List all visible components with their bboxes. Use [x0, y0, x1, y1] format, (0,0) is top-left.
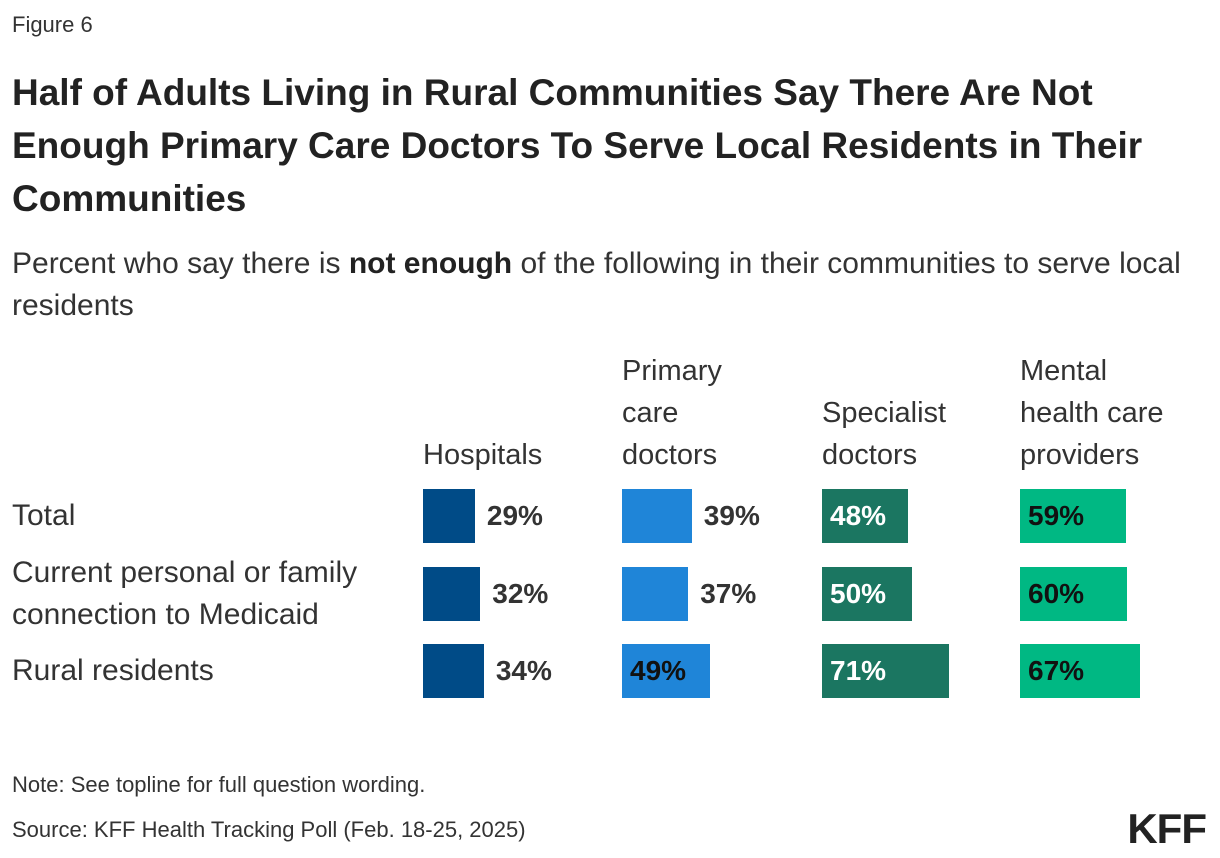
- data-label: 59%: [1028, 500, 1085, 531]
- bar: [822, 644, 950, 698]
- column-header-line: doctors: [822, 439, 918, 471]
- column-header-line: Mental: [1020, 355, 1108, 387]
- data-label: 67%: [1028, 655, 1085, 686]
- column-header-line: Hospitals: [423, 439, 543, 471]
- chart-source: Source: KFF Health Tracking Poll (Feb. 1…: [12, 817, 526, 842]
- bar: [423, 489, 475, 543]
- row-label-line: Rural residents: [12, 654, 214, 687]
- column-header-2: Specialist doctors: [822, 392, 1012, 476]
- column-header-line: health care: [1020, 397, 1164, 429]
- data-label: 48%: [830, 500, 887, 531]
- data-label: 32%: [492, 578, 549, 609]
- row-label-line: Current personal or family: [12, 556, 358, 589]
- bar: [622, 567, 689, 621]
- data-label: 29%: [486, 500, 543, 531]
- bar: [822, 489, 908, 543]
- row-label-1: Current personal or family connection to …: [12, 552, 412, 636]
- chart-subtitle: Percent who say there is not enough of t…: [12, 243, 1202, 327]
- subtitle-text-after: of the following in their communities to…: [12, 247, 1181, 322]
- row-label-line: connection to Medicaid: [12, 598, 319, 631]
- data-label: 39%: [703, 500, 760, 531]
- bar: [622, 489, 692, 543]
- column-header-line: providers: [1020, 439, 1140, 471]
- row-label-2: Rural residents: [12, 650, 412, 692]
- data-label: 71%: [830, 655, 887, 686]
- bar: [423, 644, 484, 698]
- row-label-0: Total: [12, 495, 412, 537]
- figure-label: Figure 6: [12, 12, 93, 37]
- data-label: 50%: [830, 578, 887, 609]
- column-header-line: Primary: [622, 355, 722, 387]
- data-label: 34%: [495, 655, 552, 686]
- chart-note: Note: See topline for full question word…: [12, 772, 426, 797]
- data-label: 37%: [700, 578, 757, 609]
- chart-title: Half of Adults Living in Rural Communiti…: [12, 72, 1143, 219]
- subtitle-text-before: Percent who say there is: [12, 247, 349, 280]
- bar: [1020, 567, 1128, 621]
- column-header-3: Mental health care providers: [1020, 350, 1210, 476]
- data-label: 49%: [630, 655, 687, 686]
- column-header-line: care: [622, 397, 679, 429]
- column-header-0: Hospitals: [423, 434, 613, 476]
- bar: [423, 567, 481, 621]
- bar: [1020, 489, 1126, 543]
- column-header-1: Primary care doctors: [622, 350, 812, 476]
- column-header-line: doctors: [622, 439, 718, 471]
- bar: [622, 644, 710, 698]
- row-label-line: Total: [12, 499, 76, 532]
- column-header-line: Specialist: [822, 397, 947, 429]
- data-label: 60%: [1028, 578, 1085, 609]
- subtitle-emphasis: not enough: [348, 247, 513, 280]
- kff-logo: KFF: [1127, 805, 1207, 852]
- bar: [1020, 644, 1140, 698]
- bar: [822, 567, 912, 621]
